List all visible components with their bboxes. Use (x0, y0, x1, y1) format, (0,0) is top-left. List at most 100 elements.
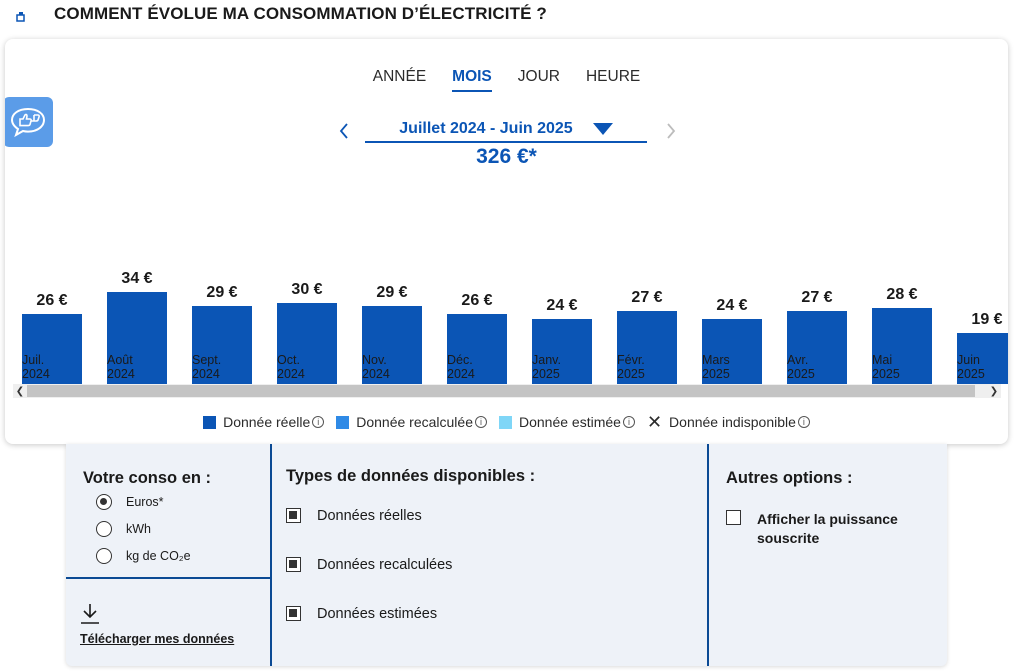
period-dropdown[interactable]: Juillet 2024 - Juin 2025 (365, 117, 647, 143)
checkbox-donnees-recalculees[interactable]: Données recalculées (286, 557, 452, 573)
radio-button[interactable] (96, 548, 112, 564)
options-panel: Votre conso en : Euros* kWh kg de CO₂e T… (66, 444, 947, 666)
legend-swatch-reelle (203, 415, 217, 429)
period-total: 326 €* (476, 145, 537, 168)
other-title: Autres options : (726, 469, 853, 487)
x-tick-month: Févr. (617, 353, 645, 367)
radio-button[interactable] (96, 521, 112, 537)
radio-co2[interactable]: kg de CO₂e (96, 548, 191, 564)
scroll-thumb[interactable] (27, 385, 975, 397)
tab-heure[interactable]: HEURE (585, 68, 641, 85)
checkbox-label: Données recalculées (317, 557, 453, 573)
bar-value-label: 26 € (36, 292, 68, 309)
x-tick-year: 2024 (192, 367, 220, 381)
checkbox-donnees-reelles[interactable]: Données réelles (286, 508, 422, 524)
x-tick-label: Oct. 2024 (277, 353, 305, 381)
bar-value-label: 30 € (291, 281, 323, 298)
period-tabs: ANNÉE MOIS JOUR HEURE (5, 66, 1008, 92)
checkbox[interactable] (286, 508, 301, 523)
bar-value-label: 29 € (206, 284, 238, 301)
caret-down-icon (592, 123, 613, 135)
x-tick-label: Févr. 2025 (617, 353, 645, 381)
bar-value-label: 24 € (716, 297, 748, 314)
download-data-link[interactable]: Télécharger mes données (80, 632, 235, 646)
x-tick-year: 2025 (872, 367, 900, 381)
checkbox[interactable] (726, 510, 741, 525)
bar[interactable] (787, 311, 847, 384)
x-tick-year: 2024 (362, 367, 390, 381)
checkbox-donnees-estimees[interactable]: Données estimées (286, 606, 437, 622)
x-tick-year: 2025 (532, 367, 560, 381)
legend-label: Donnée estimée (519, 414, 621, 430)
x-tick-month: Oct. (277, 353, 300, 367)
bar-group: 26 € (22, 219, 82, 384)
x-tick-label: Août 2024 (107, 353, 135, 381)
checkbox-puissance-souscrite[interactable]: Afficher la puissance souscrite (726, 510, 926, 548)
chart-scrollbar[interactable]: ❮ ❯ (13, 384, 1001, 398)
info-icon[interactable]: i (312, 416, 325, 428)
period-label: Juillet 2024 - Juin 2025 (399, 120, 573, 137)
tab-mois[interactable]: MOIS (452, 66, 492, 92)
bar-value-label: 29 € (376, 284, 408, 301)
bar-group: 27 € (787, 219, 847, 384)
bar[interactable] (277, 303, 337, 384)
conso-title: Votre conso en : (83, 469, 212, 487)
section-header: COMMENT ÉVOLUE MA CONSOMMATION D’ÉLECTRI… (16, 2, 547, 26)
bar[interactable] (362, 306, 422, 384)
bar-chart: 26 € 34 € 29 € 30 € 29 € 26 € 24 € 27 € 24 € 27 €… (5, 219, 1008, 384)
radio-kwh[interactable]: kWh (96, 521, 151, 537)
bar[interactable] (192, 306, 252, 384)
radio-euros[interactable]: Euros* (96, 494, 164, 510)
info-icon[interactable]: i (797, 416, 810, 428)
scroll-left-arrow-icon[interactable]: ❮ (15, 385, 25, 397)
x-tick-year: 2024 (22, 367, 50, 381)
bar[interactable] (702, 319, 762, 384)
x-tick-month: Avr. (787, 353, 809, 367)
feedback-button[interactable] (5, 97, 53, 147)
page-title: COMMENT ÉVOLUE MA CONSOMMATION D’ÉLECTRI… (54, 4, 547, 23)
bar[interactable] (617, 311, 677, 384)
bar[interactable] (107, 292, 167, 384)
next-period-button[interactable] (662, 117, 680, 145)
divider (66, 577, 270, 579)
scroll-right-arrow-icon[interactable]: ❯ (989, 385, 999, 397)
bar[interactable] (447, 314, 507, 384)
tab-annee[interactable]: ANNÉE (372, 68, 427, 85)
tab-jour[interactable]: JOUR (517, 68, 560, 85)
bar-group: 29 € (192, 219, 252, 384)
bar-value-label: 26 € (461, 292, 493, 309)
bar[interactable] (532, 319, 592, 384)
unit-options: Votre conso en : Euros* kWh kg de CO₂e T… (66, 444, 270, 666)
bar[interactable] (872, 308, 932, 384)
x-tick-label: Déc. 2024 (447, 353, 475, 381)
legend-label: Donnée recalculée (356, 414, 473, 430)
bar-group: 19 € (957, 219, 1008, 384)
legend-item-indisponible: ✕ Donnée indisponible i (646, 412, 810, 432)
info-icon[interactable]: i (622, 416, 635, 428)
chevron-right-icon (667, 123, 676, 139)
x-tick-month: Nov. (362, 353, 387, 367)
x-tick-label: Mars 2025 (702, 353, 730, 381)
radio-button[interactable] (96, 494, 112, 510)
checkbox[interactable] (286, 606, 301, 621)
x-tick-month: Juil. (22, 353, 45, 367)
legend-swatch-recalculee (336, 415, 350, 429)
download-icon[interactable] (80, 603, 100, 625)
bar-value-label: 24 € (546, 297, 578, 314)
checkbox[interactable] (286, 557, 301, 572)
x-tick-label: Mai 2025 (872, 353, 900, 381)
x-tick-year: 2025 (787, 367, 815, 381)
legend-item-recalculee: Donnée recalculée i (336, 414, 487, 430)
bar[interactable] (957, 333, 1008, 384)
feedback-icon (10, 107, 46, 138)
checkbox-label: Afficher la puissance souscrite (757, 511, 898, 546)
bar[interactable] (22, 314, 82, 384)
close-icon: ✕ (646, 412, 663, 432)
radio-label: kg de CO₂e (126, 549, 191, 563)
legend-item-estimee: Donnée estimée i (499, 414, 635, 430)
info-icon[interactable]: i (475, 416, 487, 428)
previous-period-button[interactable] (335, 117, 353, 145)
x-tick-year: 2024 (277, 367, 305, 381)
legend-label: Donnée indisponible (669, 414, 796, 430)
chart-legend: Donnée réelle i Donnée recalculée i Donn… (5, 412, 1008, 432)
